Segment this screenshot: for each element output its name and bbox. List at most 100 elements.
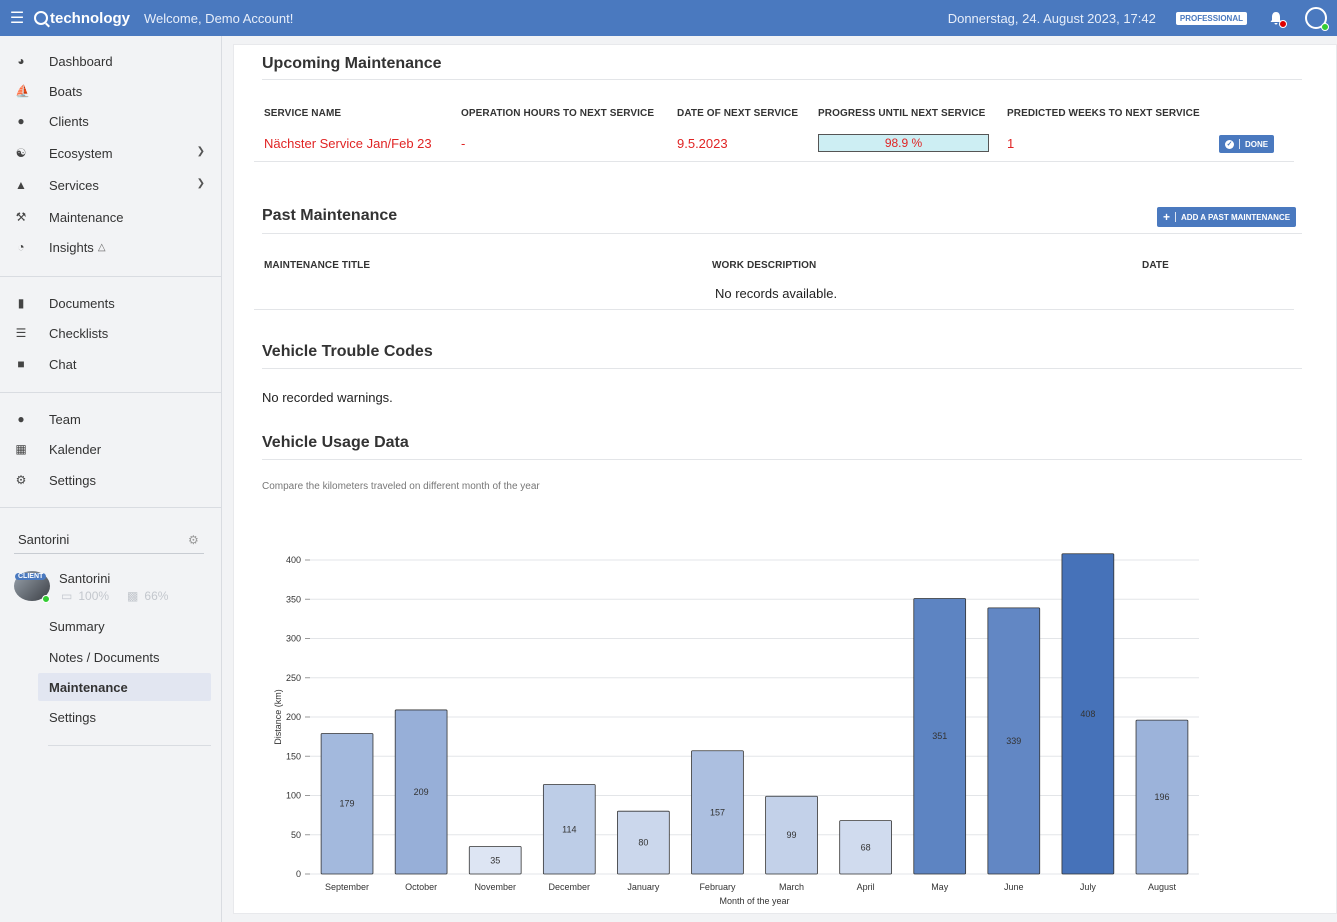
section-divider — [262, 79, 1302, 80]
x-tick-label: September — [325, 882, 369, 892]
y-tick-label: 350 — [286, 594, 301, 604]
service-progress-bar: 98.9 % — [818, 134, 989, 152]
x-tick-label: October — [405, 882, 437, 892]
sidebar-item-chat[interactable]: ■ Chat — [0, 351, 221, 377]
sidebar-item-label: Chat — [49, 356, 77, 372]
sidebar-item-kalender[interactable]: ▦ Kalender — [0, 436, 221, 462]
y-axis-title: Distance (km) — [273, 689, 283, 745]
top-bar: ☰ technology Welcome, Demo Account! Donn… — [0, 0, 1337, 36]
add-past-maintenance-button[interactable]: + ADD A PAST MAINTENANCE — [1157, 207, 1297, 227]
x-tick-label: May — [931, 882, 949, 892]
y-tick-label: 150 — [286, 751, 301, 761]
bar-value-label: 351 — [932, 731, 947, 741]
sidebar-item-label: Kalender — [49, 441, 102, 457]
boat-menu-summary[interactable]: Summary — [49, 618, 105, 634]
boat-selector[interactable]: Santorini — [14, 529, 204, 554]
handshake-icon: ☯ — [15, 146, 27, 160]
sidebar-item-maintenance[interactable]: ⚒ Maintenance — [0, 204, 221, 230]
ship-icon: ⛵ — [15, 84, 30, 98]
sidebar-item-dashboard[interactable]: ◕ Dashboard — [0, 48, 221, 74]
bar-value-label: 196 — [1154, 792, 1169, 802]
x-tick-label: July — [1080, 882, 1097, 892]
section-divider — [262, 459, 1302, 460]
bar — [617, 810, 670, 875]
team-icon: ● — [17, 412, 25, 426]
checklist-icon: ☰ — [15, 326, 27, 340]
sidebar-item-services[interactable]: ▲ Services ❯ — [0, 172, 221, 198]
x-tick-label: January — [627, 882, 660, 892]
trouble-codes-title: Vehicle Trouble Codes — [262, 343, 433, 360]
main-content: Upcoming Maintenance SERVICE NAME OPERAT… — [233, 44, 1337, 914]
column-header: MAINTENANCE TITLE — [264, 260, 371, 271]
sidebar-item-label: Insights — [49, 239, 94, 255]
bar — [839, 820, 892, 875]
chevron-down-icon[interactable]: ❯ — [196, 146, 205, 157]
sidebar-item-clients[interactable]: ● Clients — [0, 108, 221, 134]
column-header: PROGRESS UNTIL NEXT SERVICE — [818, 108, 986, 119]
menu-icon[interactable]: ☰ — [9, 10, 25, 27]
pie-chart-icon: ◔ — [17, 240, 25, 254]
bar-value-label: 114 — [562, 824, 576, 834]
x-tick-label: November — [474, 882, 516, 892]
boat-menu-settings[interactable]: Settings — [49, 709, 96, 725]
column-header: DATE — [1142, 260, 1169, 271]
section-divider — [262, 233, 1302, 234]
fuel-icon: ▩ — [127, 589, 139, 603]
y-tick-label: 400 — [286, 555, 301, 565]
sidebar-item-label: Ecosystem — [49, 145, 113, 161]
sidebar-item-documents[interactable]: ▮ Documents — [0, 290, 221, 316]
calendar-icon: ▦ — [15, 442, 27, 456]
boat-name: Santorini — [59, 571, 111, 586]
bar — [468, 846, 522, 875]
x-tick-label: June — [1004, 882, 1024, 892]
boat-menu-maintenance[interactable]: Maintenance — [38, 673, 211, 701]
bar-value-label: 35 — [490, 855, 500, 865]
usage-data-title: Vehicle Usage Data — [262, 434, 409, 451]
boat-settings-gear-icon[interactable]: ⚙ — [188, 533, 199, 547]
done-button[interactable]: ✓ DONE — [1219, 135, 1275, 153]
bar — [1135, 719, 1189, 875]
sidebar-item-settings[interactable]: ⚙ Settings — [0, 467, 221, 493]
boat-card[interactable]: CLIENT Santorini ▭ 100% ▩ 66% — [14, 571, 214, 605]
sidebar-item-insights[interactable]: ◔ Insights △ — [0, 234, 221, 260]
row-divider — [254, 309, 1294, 310]
boat-menu-notes-documents[interactable]: Notes / Documents — [49, 649, 160, 665]
sidebar: ◕ Dashboard ⛵ Boats ● Clients ☯ Ecosyste… — [0, 36, 222, 922]
x-tick-label: August — [1148, 882, 1177, 892]
operation-hours: - — [461, 136, 466, 151]
column-header: SERVICE NAME — [264, 108, 342, 119]
brand-logo[interactable]: technology — [34, 10, 130, 27]
brand-mark-icon — [34, 11, 48, 25]
sidebar-item-label: Clients — [49, 113, 89, 129]
y-tick-label: 200 — [286, 712, 301, 722]
past-maintenance-title: Past Maintenance — [262, 207, 398, 224]
notifications-bell-icon[interactable] — [1269, 11, 1287, 28]
sidebar-divider — [0, 507, 221, 508]
add-past-maintenance-label: ADD A PAST MAINTENANCE — [1181, 212, 1291, 222]
service-name: Nächster Service Jan/Feb 23 — [264, 136, 432, 151]
bar — [691, 750, 744, 875]
predicted-weeks: 1 — [1007, 136, 1015, 151]
plan-badge: PROFESSIONAL — [1175, 11, 1247, 25]
dashboard-icon: ◕ — [17, 54, 25, 68]
sidebar-item-checklists[interactable]: ☰ Checklists — [0, 320, 221, 346]
bar-value-label: 99 — [787, 830, 797, 840]
sidebar-item-label: Services — [49, 177, 99, 193]
sidebar-item-ecosystem[interactable]: ☯ Ecosystem ❯ — [0, 140, 221, 166]
user-avatar[interactable] — [1305, 7, 1329, 31]
bar — [765, 795, 818, 875]
y-tick-label: 300 — [286, 634, 301, 644]
sidebar-item-label: Settings — [49, 472, 96, 488]
sidebar-item-boats[interactable]: ⛵ Boats — [0, 78, 221, 104]
x-tick-label: March — [779, 882, 804, 892]
sidebar-item-team[interactable]: ● Team — [0, 406, 221, 432]
bar — [542, 784, 596, 875]
column-header: DATE OF NEXT SERVICE — [677, 108, 799, 119]
bar-value-label: 209 — [414, 787, 429, 797]
sidebar-item-label: Dashboard — [49, 53, 113, 69]
column-header: WORK DESCRIPTION — [712, 260, 817, 271]
empty-records-message: No records available. — [715, 286, 838, 301]
y-tick-label: 0 — [296, 869, 301, 879]
x-tick-label: December — [549, 882, 591, 892]
chevron-down-icon[interactable]: ❯ — [196, 178, 205, 189]
